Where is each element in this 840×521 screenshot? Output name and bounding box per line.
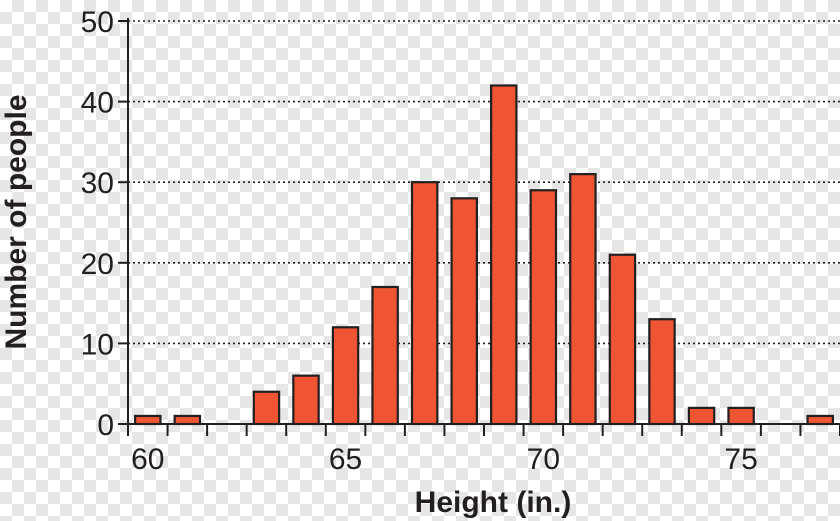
y-tick-label: 20 [81, 248, 114, 281]
bar-74 [687, 406, 716, 426]
bar-73 [648, 318, 676, 426]
y-tick-label: 50 [81, 6, 114, 39]
bar-67 [410, 181, 439, 426]
bar-65 [331, 326, 360, 426]
bar-75 [727, 406, 755, 426]
bar-77 [806, 414, 834, 426]
y-axis-title: Number of people [0, 94, 33, 349]
gridlines [128, 20, 840, 345]
x-tick-label: 75 [724, 443, 757, 476]
x-axis-title: Height (in.) [415, 486, 572, 519]
y-tick-label: 10 [81, 328, 114, 361]
x-tick-label: 60 [131, 443, 164, 476]
y-tick-label: 0 [97, 409, 114, 442]
bar-68 [450, 197, 478, 426]
y-tick-label: 30 [81, 167, 114, 200]
bar-63 [252, 390, 281, 426]
bars [134, 84, 834, 426]
bar-66 [371, 285, 399, 426]
bar-72 [608, 253, 637, 426]
x-tick-label: 70 [527, 443, 560, 476]
bar-71 [569, 173, 597, 426]
x-tick-labels: 60 65 70 75 [131, 443, 758, 476]
bar-70 [529, 189, 558, 426]
x-tick-label: 65 [329, 443, 362, 476]
bar-64 [292, 374, 320, 426]
axes [118, 18, 840, 436]
bar-61 [173, 414, 202, 426]
bar-60 [134, 414, 162, 426]
y-tick-label: 40 [81, 87, 114, 120]
y-tick-labels: 0 10 20 30 40 50 [81, 6, 114, 442]
bar-69 [490, 84, 518, 426]
